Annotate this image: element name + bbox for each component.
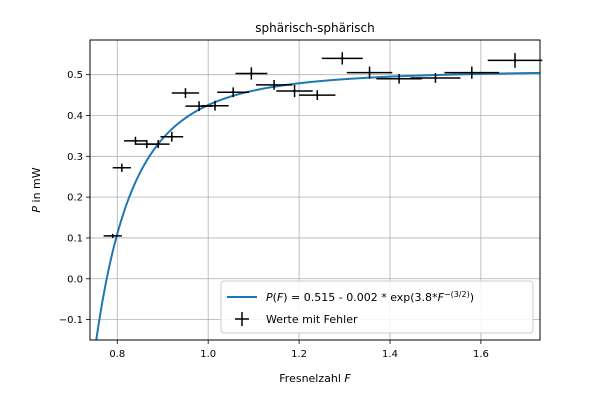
data-points-layer bbox=[103, 52, 543, 238]
data-point bbox=[255, 80, 293, 90]
data-point bbox=[346, 66, 393, 79]
y-tick-label: −0.1 bbox=[59, 315, 83, 326]
x-axis-label: Fresnelzahl F bbox=[279, 372, 351, 385]
data-point bbox=[103, 233, 122, 238]
data-point bbox=[217, 87, 250, 98]
point-marker bbox=[134, 139, 137, 143]
legend: P(F) = 0.515 - 0.002 * exp(3.8*F−(3/2)) … bbox=[220, 280, 534, 334]
data-point bbox=[235, 67, 268, 80]
x-tick-label: 1.2 bbox=[291, 349, 307, 360]
legend-box bbox=[220, 280, 534, 334]
data-point bbox=[160, 131, 184, 142]
data-point bbox=[321, 52, 363, 65]
y-tick-label: 0.4 bbox=[67, 111, 83, 122]
y-axis-ticks: −0.1 0.0 0.1 0.2 0.3 0.4 0.5 bbox=[59, 70, 90, 326]
point-marker bbox=[397, 77, 401, 80]
data-point bbox=[276, 84, 313, 98]
point-marker bbox=[111, 234, 114, 238]
data-point bbox=[444, 66, 500, 79]
point-marker bbox=[213, 104, 217, 107]
legend-points-label: Werte mit Fehler bbox=[266, 313, 358, 326]
point-marker bbox=[120, 166, 124, 169]
legend-points-swatch bbox=[235, 312, 249, 326]
point-marker bbox=[513, 59, 517, 62]
x-axis-ticks: 0.8 1.0 1.2 1.4 1.6 bbox=[109, 340, 489, 360]
x-tick-label: 1.6 bbox=[473, 349, 489, 360]
plot-area-frame bbox=[89, 39, 541, 341]
y-axis-label: P in mW bbox=[30, 167, 43, 212]
x-tick-label: 1.4 bbox=[382, 349, 398, 360]
data-point bbox=[146, 140, 170, 149]
data-point bbox=[171, 88, 200, 98]
point-marker bbox=[250, 72, 253, 75]
point-marker bbox=[272, 83, 276, 87]
data-point bbox=[201, 100, 229, 111]
y-tick-label: 0.3 bbox=[67, 152, 83, 163]
y-tick-label: 0.1 bbox=[67, 233, 83, 244]
data-point bbox=[376, 73, 422, 84]
y-tick-label: 0.5 bbox=[67, 70, 83, 81]
point-marker bbox=[231, 91, 235, 94]
y-tick-label: 0.0 bbox=[67, 274, 83, 285]
chart-title: sphärisch-sphärisch bbox=[255, 21, 374, 35]
point-marker bbox=[470, 71, 474, 74]
point-marker bbox=[293, 89, 296, 93]
x-tick-label: 0.8 bbox=[109, 349, 125, 360]
y-tick-label: 0.2 bbox=[67, 193, 83, 204]
data-point bbox=[299, 90, 336, 100]
point-marker bbox=[170, 135, 174, 138]
x-tick-label: 1.0 bbox=[200, 349, 216, 360]
data-point bbox=[112, 163, 131, 172]
point-marker bbox=[197, 104, 201, 108]
point-marker bbox=[434, 76, 437, 80]
point-marker bbox=[184, 91, 187, 95]
point-marker bbox=[341, 57, 344, 60]
point-marker bbox=[156, 142, 160, 146]
legend-fit-label: P(F) = 0.515 - 0.002 * exp(3.8*F−(3/2)) bbox=[266, 290, 474, 304]
point-marker bbox=[368, 71, 371, 74]
data-point bbox=[487, 53, 543, 68]
grid-lines bbox=[90, 40, 540, 340]
data-point bbox=[410, 73, 461, 83]
point-marker bbox=[316, 93, 319, 97]
